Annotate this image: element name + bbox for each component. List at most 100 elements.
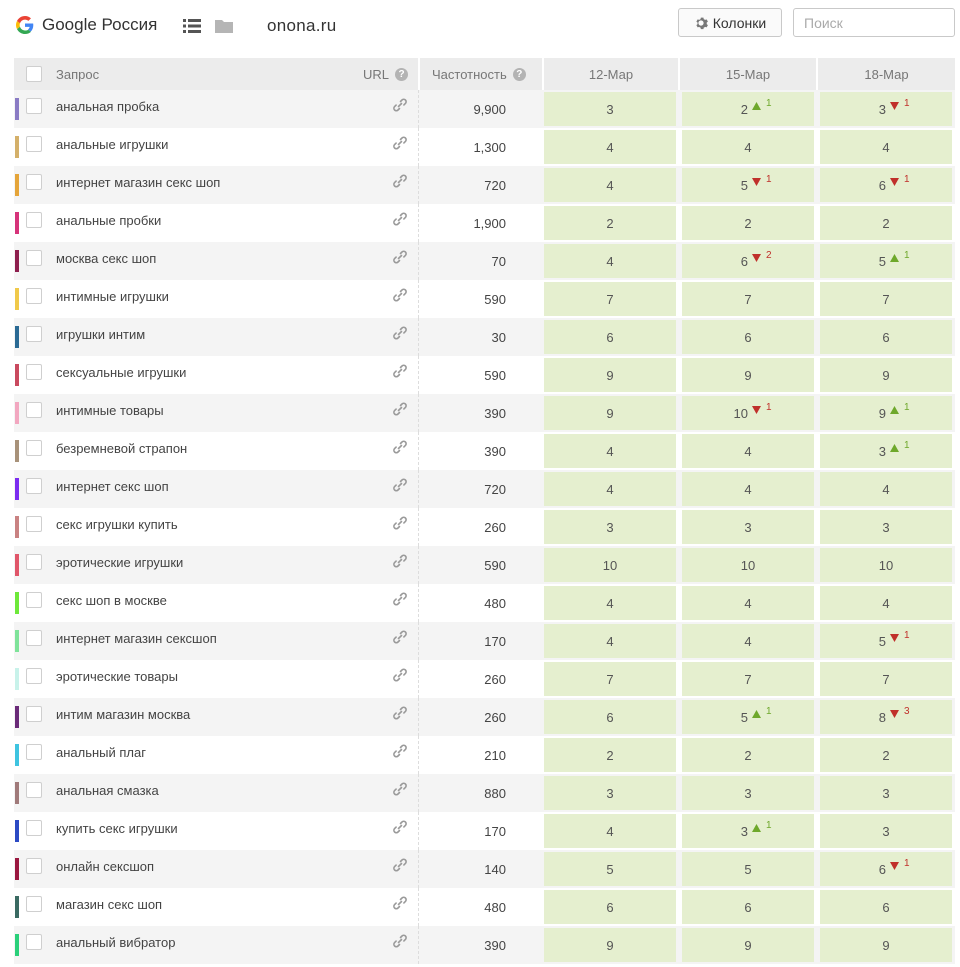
table-row[interactable]: интернет магазин сексшоп 170 4 4 5 1 [14,622,955,660]
link-icon[interactable] [392,933,408,949]
columns-button[interactable]: Колонки [678,8,782,37]
position-cell[interactable]: 9 [682,358,814,392]
row-checkbox[interactable] [26,288,42,304]
link-icon[interactable] [392,895,408,911]
help-icon[interactable]: ? [395,67,409,81]
link-icon[interactable] [392,211,408,227]
link-icon[interactable] [392,97,408,113]
position-cell[interactable]: 2 [820,738,952,772]
link-icon[interactable] [392,135,408,151]
row-checkbox[interactable] [26,896,42,912]
position-cell[interactable]: 4 [682,434,814,468]
position-cell[interactable]: 4 [682,130,814,164]
row-checkbox[interactable] [26,782,42,798]
row-checkbox[interactable] [26,364,42,380]
position-cell[interactable]: 7 [820,662,952,696]
query-text[interactable]: интернет секс шоп [56,479,169,494]
link-icon[interactable] [392,743,408,759]
query-text[interactable]: анальная пробка [56,99,160,114]
position-cell[interactable]: 4 [682,624,814,658]
query-text[interactable]: интернет магазин сексшоп [56,631,217,646]
search-engine-label[interactable]: Google Россия [42,15,158,34]
query-text[interactable]: анальная смазка [56,783,159,798]
position-cell[interactable]: 10 [544,548,676,582]
row-checkbox[interactable] [26,820,42,836]
column-header-query[interactable]: Запрос [56,66,100,82]
link-icon[interactable] [392,629,408,645]
row-checkbox[interactable] [26,136,42,152]
link-icon[interactable] [392,363,408,379]
position-cell[interactable]: 10 [682,548,814,582]
row-checkbox[interactable] [26,744,42,760]
link-icon[interactable] [392,781,408,797]
position-cell[interactable]: 4 [544,814,676,848]
position-cell[interactable]: 4 [544,130,676,164]
table-row[interactable]: интимные игрушки 590 7 7 7 [14,280,955,318]
search-input[interactable] [793,8,955,37]
link-icon[interactable] [392,287,408,303]
position-cell[interactable]: 6 [544,320,676,354]
position-cell[interactable]: 6 [682,890,814,924]
table-row[interactable]: игрушки интим 30 6 6 6 [14,318,955,356]
link-icon[interactable] [392,667,408,683]
column-header-date[interactable]: 15-Мар [725,66,771,82]
table-row[interactable]: сексуальные игрушки 590 9 9 9 [14,356,955,394]
row-checkbox[interactable] [26,668,42,684]
query-text[interactable]: сексуальные игрушки [56,365,187,380]
position-cell[interactable]: 3 [682,510,814,544]
row-checkbox[interactable] [26,706,42,722]
table-row[interactable]: анальная смазка 880 3 3 3 [14,774,955,812]
row-checkbox[interactable] [26,250,42,266]
list-icon[interactable] [183,18,201,34]
query-text[interactable]: игрушки интим [56,327,146,342]
table-row[interactable]: магазин секс шоп 480 6 6 6 [14,888,955,926]
query-text[interactable]: онлайн сексшоп [56,859,155,874]
row-checkbox[interactable] [26,592,42,608]
link-icon[interactable] [392,401,408,417]
query-text[interactable]: купить секс игрушки [56,821,178,836]
query-text[interactable]: интим магазин москва [56,707,191,722]
position-cell[interactable]: 9 [682,928,814,962]
table-row[interactable]: секс шоп в москве 480 4 4 4 [14,584,955,622]
position-cell[interactable]: 3 [820,814,952,848]
position-cell[interactable]: 7 [820,282,952,316]
query-text[interactable]: москва секс шоп [56,251,157,266]
query-text[interactable]: магазин секс шоп [56,897,163,912]
position-cell[interactable]: 2 [682,738,814,772]
column-header-date[interactable]: 18-Мар [864,66,909,82]
row-checkbox[interactable] [26,174,42,190]
table-row[interactable]: анальный плаг 210 2 2 2 [14,736,955,774]
position-cell[interactable]: 4 [820,130,952,164]
position-cell[interactable]: 6 [544,890,676,924]
position-cell[interactable]: 6 [544,700,676,734]
query-text[interactable]: безремневой страпон [56,441,188,456]
position-cell[interactable]: 3 [544,92,676,126]
query-text[interactable]: секс шоп в москве [56,593,167,608]
row-checkbox[interactable] [26,516,42,532]
position-cell[interactable]: 3 [544,776,676,810]
position-cell[interactable]: 9 [544,396,676,430]
table-row[interactable]: анальная пробка 9,900 3 2 1 3 1 [14,90,955,128]
position-cell[interactable]: 4 [544,244,676,278]
column-header-url[interactable]: URL ? [363,58,409,90]
column-header-frequency[interactable]: Частотность ? [432,58,526,90]
link-icon[interactable] [392,553,408,569]
site-name[interactable]: onona.ru [267,16,337,35]
table-row[interactable]: анальные игрушки 1,300 4 4 4 [14,128,955,166]
position-cell[interactable]: 4 [544,168,676,202]
query-text[interactable]: анальный вибратор [56,935,176,950]
link-icon[interactable] [392,591,408,607]
column-header-date[interactable]: 12-Мар [588,66,634,82]
row-checkbox[interactable] [26,212,42,228]
position-cell[interactable]: 6 [820,320,952,354]
table-row[interactable]: безремневой страпон 390 4 4 3 1 [14,432,955,470]
position-cell[interactable]: 2 [544,206,676,240]
